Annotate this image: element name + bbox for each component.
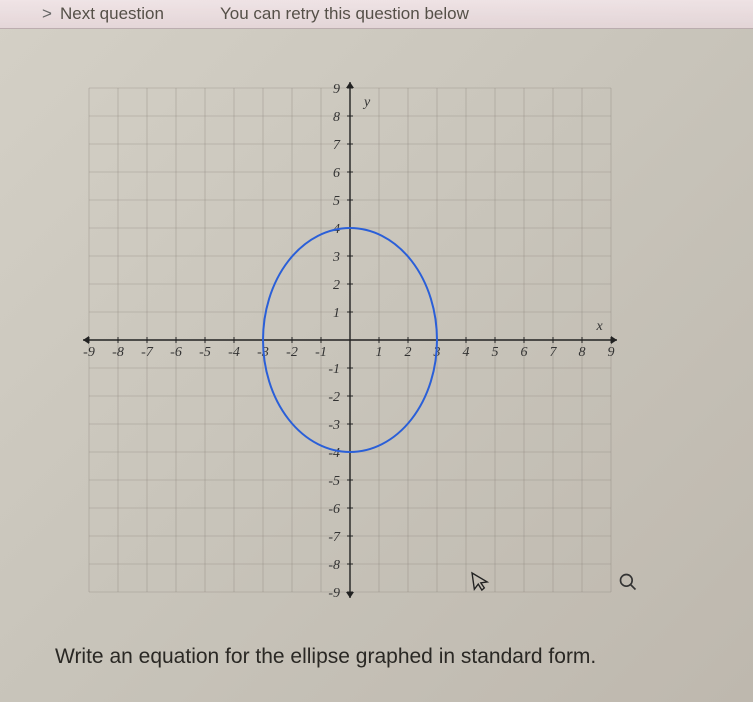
svg-text:9: 9 xyxy=(333,82,340,97)
svg-text:3: 3 xyxy=(332,250,340,265)
cursor-icon xyxy=(468,569,494,600)
question-prompt: Write an equation for the ellipse graphe… xyxy=(55,645,596,669)
svg-text:4: 4 xyxy=(463,345,470,360)
svg-text:-5: -5 xyxy=(199,345,211,360)
svg-text:-1: -1 xyxy=(328,362,340,377)
svg-text:5: 5 xyxy=(492,345,499,360)
svg-text:7: 7 xyxy=(550,345,558,360)
graph-container: -9-8-7-6-5-4-3-2-1123456789-9-8-7-6-5-4-… xyxy=(60,60,640,620)
svg-text:1: 1 xyxy=(333,306,340,321)
svg-text:x: x xyxy=(596,319,604,334)
svg-text:1: 1 xyxy=(376,345,383,360)
svg-text:7: 7 xyxy=(333,138,341,153)
svg-text:-8: -8 xyxy=(112,345,124,360)
coordinate-grid: -9-8-7-6-5-4-3-2-1123456789-9-8-7-6-5-4-… xyxy=(60,60,640,620)
svg-text:-9: -9 xyxy=(83,345,95,360)
svg-text:-7: -7 xyxy=(141,345,154,360)
svg-text:-6: -6 xyxy=(328,502,340,517)
svg-text:5: 5 xyxy=(333,194,340,209)
svg-text:-2: -2 xyxy=(328,390,340,405)
svg-text:8: 8 xyxy=(333,110,340,125)
magnifier-icon[interactable] xyxy=(618,572,638,597)
svg-text:2: 2 xyxy=(405,345,412,360)
chevron-icon: > xyxy=(42,4,52,24)
svg-text:-5: -5 xyxy=(328,474,340,489)
retry-text: You can retry this question below xyxy=(220,4,469,24)
svg-text:6: 6 xyxy=(333,166,340,181)
next-question-link[interactable]: Next question xyxy=(60,4,164,24)
svg-text:-7: -7 xyxy=(328,530,341,545)
svg-text:6: 6 xyxy=(521,345,528,360)
svg-text:-4: -4 xyxy=(228,345,240,360)
svg-text:-2: -2 xyxy=(286,345,298,360)
svg-text:-9: -9 xyxy=(328,586,340,601)
svg-text:-8: -8 xyxy=(328,558,340,573)
svg-text:-3: -3 xyxy=(328,418,340,433)
svg-text:-1: -1 xyxy=(315,345,327,360)
svg-text:9: 9 xyxy=(608,345,615,360)
svg-text:-6: -6 xyxy=(170,345,182,360)
svg-text:2: 2 xyxy=(333,278,340,293)
paper-background: > Next question You can retry this quest… xyxy=(0,0,753,702)
svg-text:y: y xyxy=(362,95,371,110)
svg-text:8: 8 xyxy=(579,345,586,360)
